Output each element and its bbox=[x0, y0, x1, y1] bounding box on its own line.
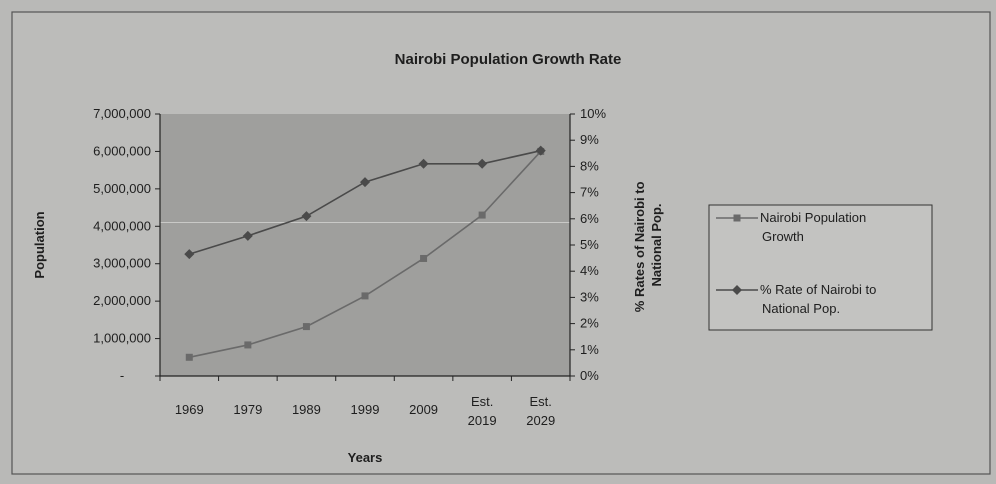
y-tick-label: 6,000,000 bbox=[93, 143, 151, 158]
series-layer bbox=[184, 145, 546, 361]
x-tick-label-line: 2029 bbox=[526, 413, 555, 428]
legend-label-2: % Rate of Nairobi to National Pop. bbox=[760, 282, 876, 316]
x-tick-label: Est. 2029 bbox=[526, 394, 555, 428]
x-tick-label-line: 2019 bbox=[468, 413, 497, 428]
series-1-point bbox=[478, 211, 486, 219]
y2-tick-label: 2% bbox=[580, 316, 599, 331]
y2-tick-label: 3% bbox=[580, 289, 599, 304]
y2-axis-title-line-2: National Pop. bbox=[649, 203, 664, 286]
chart-title: Nairobi Population Growth Rate bbox=[395, 51, 622, 68]
series-2-point bbox=[242, 230, 253, 241]
x-tick-label-line: Est. bbox=[471, 394, 493, 409]
x-tick-label: 1979 bbox=[233, 402, 262, 417]
legend-items: Nairobi Population Growth % Rate of Nairob… bbox=[716, 210, 876, 316]
x-tick-label-line: 1969 bbox=[175, 402, 204, 417]
x-tick-label-line: 2009 bbox=[409, 402, 438, 417]
y2-axis-title: % Rates of Nairobi to National Pop. bbox=[632, 178, 664, 312]
series-1-point bbox=[244, 341, 252, 349]
series-2-point bbox=[301, 211, 312, 222]
y2-tick-label: 1% bbox=[580, 342, 599, 357]
x-tick-label: Est. 2019 bbox=[468, 394, 497, 428]
x-tick-label-line: 1979 bbox=[233, 402, 262, 417]
y2-tick-label: 0% bbox=[580, 368, 599, 383]
y-tick-label: 3,000,000 bbox=[93, 256, 151, 271]
y2-tick-label: 6% bbox=[580, 211, 599, 226]
ticks-layer: - 1,000,000 2,000,000 3,000,000 4,000,000 5,0… bbox=[93, 106, 606, 428]
x-tick-label: 1999 bbox=[351, 402, 380, 417]
series-2-point bbox=[184, 249, 195, 260]
legend-label-line: % Rate of Nairobi to bbox=[760, 282, 876, 297]
legend-label-1: Nairobi Population Growth bbox=[760, 210, 866, 244]
y2-tick-label: 9% bbox=[580, 132, 599, 147]
legend-box bbox=[708, 204, 933, 331]
series-1-point bbox=[185, 353, 193, 361]
y2-tick-label: 10% bbox=[580, 106, 606, 121]
y2-tick-label: 4% bbox=[580, 263, 599, 278]
x-tick-label-line: Est. bbox=[530, 394, 552, 409]
series-2-point bbox=[360, 177, 370, 188]
legend: Nairobi Population Growth % Rate of Nairob… bbox=[708, 204, 933, 331]
y-tick-label: - bbox=[120, 368, 124, 383]
plot-area bbox=[160, 114, 570, 376]
y-tick-label: 1,000,000 bbox=[93, 331, 151, 346]
legend-marker-1 bbox=[733, 214, 741, 222]
y-tick-label: 2,000,000 bbox=[93, 293, 151, 308]
series-2-point bbox=[418, 158, 429, 169]
y-tick-label: 4,000,000 bbox=[93, 218, 151, 233]
y2-tick-label: 7% bbox=[580, 185, 599, 200]
x-tick-label: 1969 bbox=[175, 402, 204, 417]
y-tick-label: 7,000,000 bbox=[93, 106, 151, 121]
series-1-point bbox=[420, 254, 428, 262]
series-1-point bbox=[302, 323, 310, 331]
x-tick-label-line: 1989 bbox=[292, 402, 321, 417]
series-2-point bbox=[477, 158, 488, 169]
y-tick-label: 5,000,000 bbox=[93, 181, 151, 196]
series-1-point bbox=[361, 292, 369, 300]
x-tick-label: 1989 bbox=[292, 402, 321, 417]
x-tick-label-line: 1999 bbox=[351, 402, 380, 417]
x-axis-title: Years bbox=[348, 450, 383, 465]
y2-axis-title-line-1: % Rates of Nairobi to bbox=[632, 181, 647, 312]
legend-label-line: National Pop. bbox=[762, 301, 840, 316]
y2-tick-label: 8% bbox=[580, 158, 599, 173]
legend-label-line: Nairobi Population bbox=[760, 210, 866, 225]
legend-label-line: Growth bbox=[762, 229, 804, 244]
y2-tick-label: 5% bbox=[580, 237, 599, 252]
series-2-point bbox=[535, 145, 546, 156]
x-tick-label: 2009 bbox=[409, 402, 438, 417]
y-axis-title: Population bbox=[32, 211, 47, 278]
legend-marker-2 bbox=[732, 285, 742, 295]
